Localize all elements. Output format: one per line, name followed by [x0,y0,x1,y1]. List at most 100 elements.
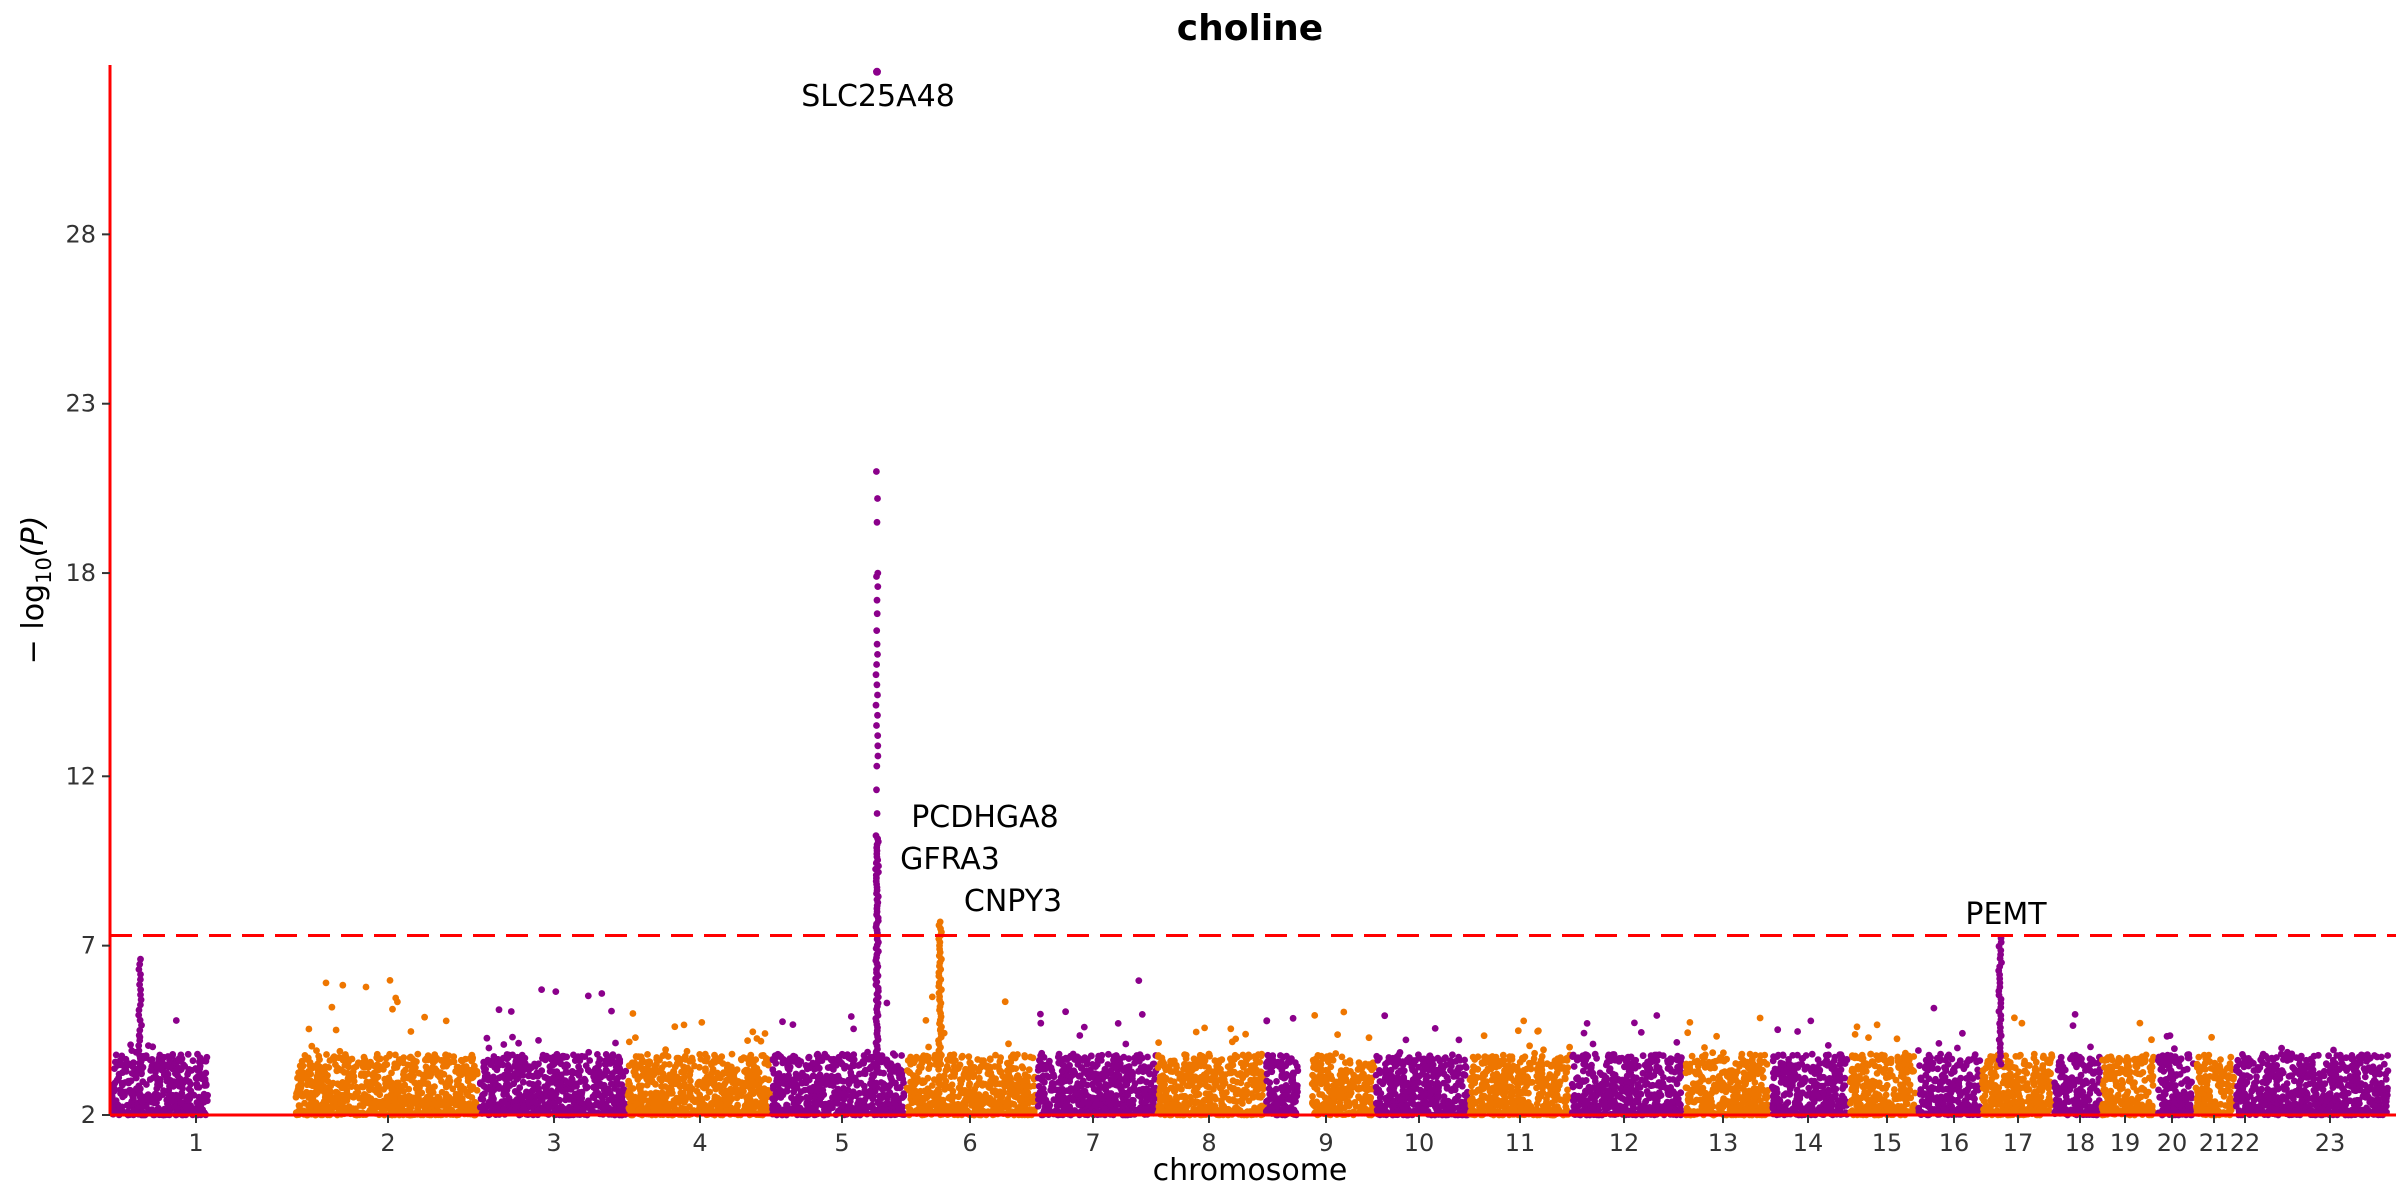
snp-point [586,1068,594,1076]
snp-point [1238,1073,1246,1081]
snp-point [477,1079,484,1087]
snp-point [322,979,330,987]
snp-point [172,1017,180,1024]
snp-point [465,1101,473,1109]
snp-point [696,1063,703,1071]
snp-point [526,1080,533,1087]
snp-point [629,1010,637,1017]
snp-point [364,1093,372,1101]
snp-point [383,1061,391,1068]
snp-point [679,1106,687,1114]
snp-point [950,1072,958,1080]
snp-point [1290,1080,1298,1088]
snp-point [761,1075,769,1083]
snp-point [112,1051,120,1059]
snp-point [966,1071,974,1079]
snp-point [1080,1099,1088,1106]
snp-point [731,1068,739,1076]
snp-point [360,1053,368,1061]
snp-point [628,1103,636,1110]
snp-point [337,1100,345,1107]
snp-point [828,1103,835,1111]
snp-point [1019,1064,1027,1072]
snp-point [1101,1105,1108,1112]
snp-point [790,1088,798,1096]
snp-point [728,1050,736,1058]
snp-point [343,1079,351,1087]
snp-point [419,1071,427,1079]
snp-point [802,1074,809,1082]
snp-point [595,1068,603,1075]
snp-point [970,1087,977,1095]
snp-point [789,1095,797,1103]
snp-point [1006,1085,1014,1093]
snp-point [565,1095,573,1103]
snp-point [821,1106,828,1113]
snp-point [307,1077,314,1084]
snp-point [1149,1099,1157,1106]
snp-point [602,1051,610,1058]
snp-point [608,1007,615,1015]
snp-point [664,1053,672,1060]
snp-point [827,1056,835,1063]
snp-point [1133,1053,1141,1060]
snp-point [177,1099,185,1107]
snp-point [1329,1087,1336,1095]
snp-point [922,1017,930,1024]
snp-point [189,1057,197,1065]
snp-point [184,1050,192,1058]
snp-point [864,1048,871,1056]
snp-point [1330,1098,1338,1105]
snp-point [718,1053,726,1061]
snp-point [1062,1008,1069,1016]
snp-point [546,1103,554,1110]
snp-point [127,1041,134,1049]
snp-point [1278,1073,1286,1081]
snp-point [1128,1101,1136,1109]
snp-point [153,1064,161,1071]
snp-point [797,1088,805,1096]
snp-point [1314,1101,1322,1109]
snp-point [1365,1063,1373,1071]
snp-point [1201,1024,1208,1032]
snp-point [1178,1085,1185,1093]
snp-point [153,1085,161,1093]
snp-point [1278,1084,1286,1091]
snp-point [914,1055,921,1062]
snp-point [549,1061,556,1068]
snp-point [1080,1023,1088,1031]
snp-point [445,1101,453,1109]
snp-point [608,1095,616,1103]
snp-point [436,1072,443,1080]
snp-point [511,1103,519,1111]
snp-point [545,1075,553,1083]
snp-point [683,1047,691,1055]
snp-point [1263,1017,1271,1024]
snp-point [386,977,394,984]
snp-point [308,1042,316,1050]
snp-point [867,1089,875,1096]
snp-point [174,1072,182,1079]
snp-point [1066,1087,1074,1095]
snp-point [1101,1072,1109,1079]
snp-point [332,1026,340,1034]
snp-point [336,1047,344,1055]
snp-point [1034,1074,1042,1082]
snp-point [661,1061,669,1068]
snp-point [192,1074,200,1082]
snp-point [160,1087,167,1094]
snp-point [1062,1077,1069,1085]
snp-point [461,1085,468,1093]
snp-point [1327,1063,1335,1071]
snp-point [660,1093,667,1101]
snp-point [1073,1083,1080,1091]
snp-point [667,1084,674,1092]
snp-point [165,1092,173,1100]
snp-point [156,1078,164,1086]
snp-point [1021,1071,1029,1078]
snp-point [370,1069,378,1077]
snp-point [1004,1097,1012,1105]
snp-point [712,1085,720,1093]
snp-point [740,1087,747,1095]
